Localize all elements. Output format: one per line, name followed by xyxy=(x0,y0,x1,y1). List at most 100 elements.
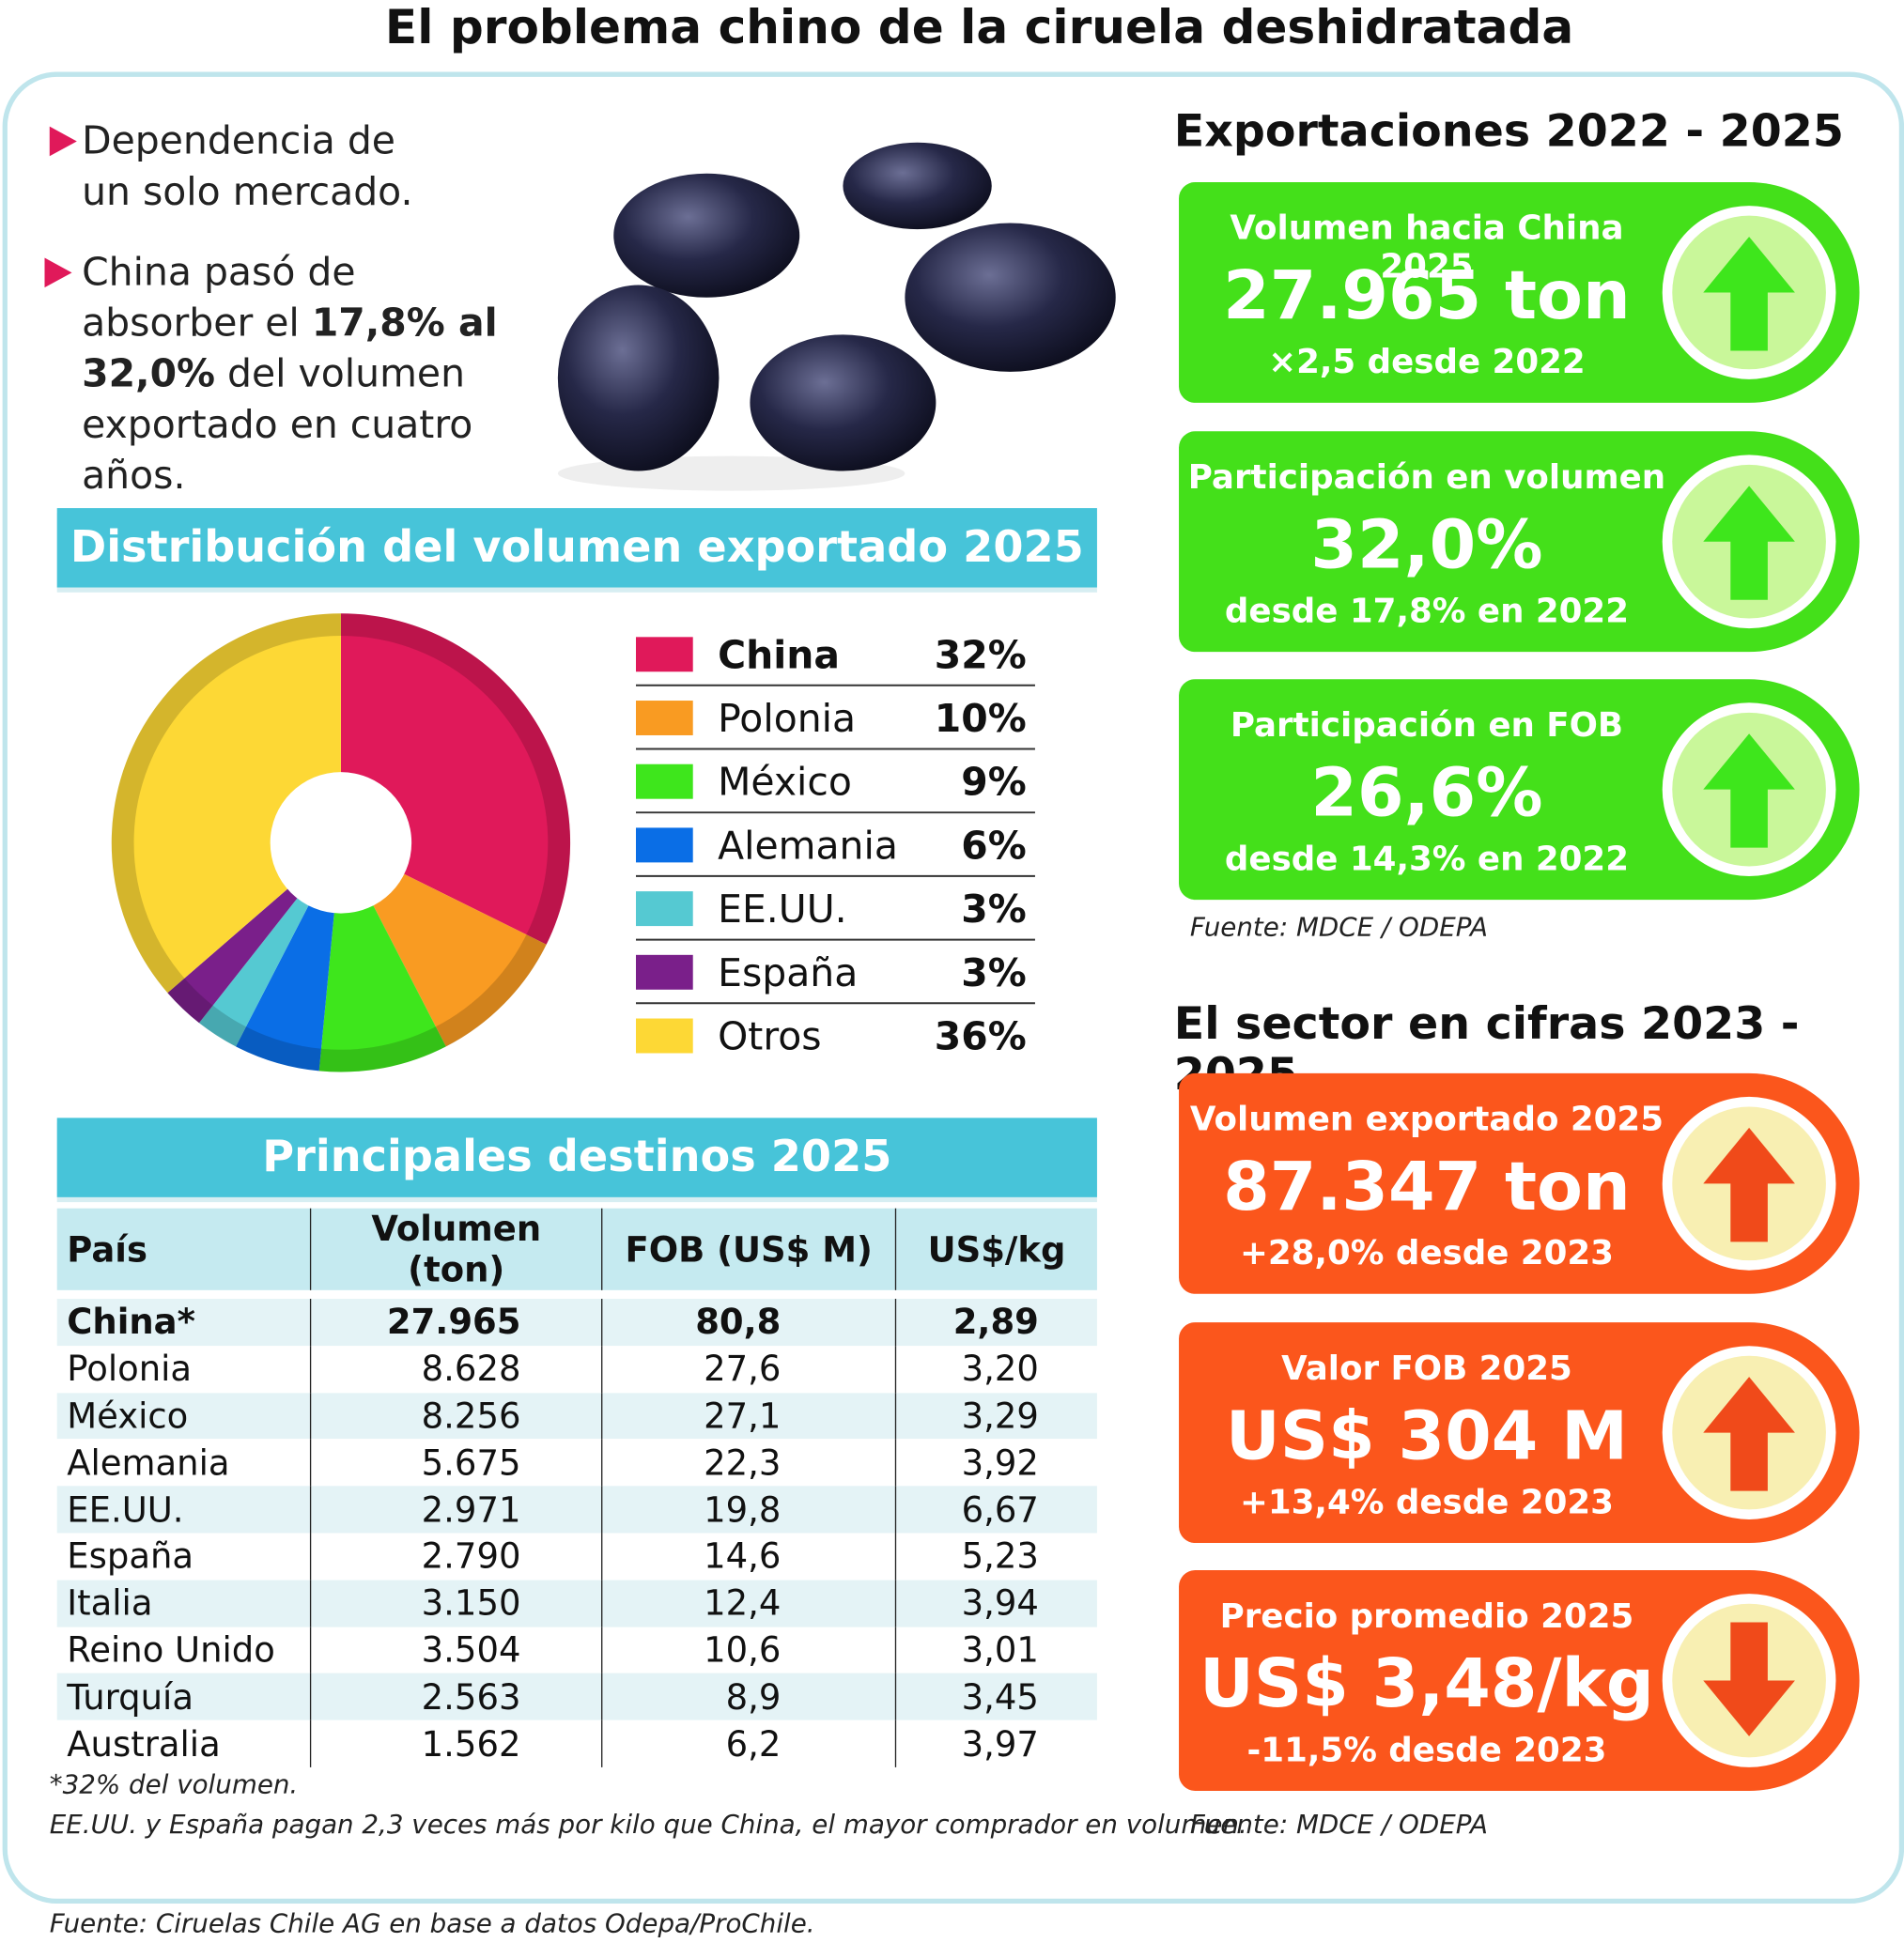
column-header: FOB (US$ M) xyxy=(601,1208,896,1290)
spacer xyxy=(57,1290,1097,1299)
table-cell: 22,3 xyxy=(601,1439,896,1487)
table-row: Alemania 5.675 22,3 3,92 xyxy=(56,1439,1097,1487)
bullet-icon xyxy=(44,257,72,288)
card-label: Participación en FOB xyxy=(1230,706,1624,746)
arrow xyxy=(1703,733,1795,848)
table-row: Turquía 2.563 8,9 3,45 xyxy=(56,1673,1097,1720)
bullet: Dependencia de un solo mercado. xyxy=(82,118,413,215)
table-row: España 2.790 14,6 5,23 xyxy=(56,1533,1097,1581)
stat-card: Participación en volumen 32,0% desde 17,8%… xyxy=(1179,430,1860,652)
data-label: 10% xyxy=(935,696,1027,741)
stat-card: Participación en FOB 26,6% desde 14,3% en … xyxy=(1179,679,1860,901)
data-label: 32% xyxy=(935,632,1027,677)
column-header: US$/kg xyxy=(894,1208,1097,1290)
card-label: Volumen exportado 2025 xyxy=(1189,1100,1664,1139)
stat-card: Volumen hacia China 2025 27.965 ton ×2,5 d… xyxy=(1179,181,1860,403)
data-label: 3% xyxy=(961,950,1026,995)
legend-swatch xyxy=(636,763,693,799)
card-label: Valor FOB 2025 xyxy=(1281,1349,1572,1388)
card-note: +28,0% desde 2023 xyxy=(1239,1234,1614,1273)
pie-hole xyxy=(270,772,412,914)
card-label: Participación en volumen xyxy=(1187,457,1666,497)
pie-chart: China 32% Polonia 10% México 9% Alemania 6% EE.U… xyxy=(111,613,1035,1072)
card-value: US$ 3,48/kg xyxy=(1200,1644,1654,1723)
page-title: El problema chino de la ciruela deshidra… xyxy=(384,0,1574,55)
card-label: Volumen hacia China 2025 xyxy=(1230,209,1624,286)
table: País Volumen (ton) FOB (US$ M) US$/kg China*… xyxy=(56,1208,1097,1767)
legend-swatch xyxy=(636,827,693,863)
table-cell: España xyxy=(67,1535,194,1578)
arrow xyxy=(1703,1376,1795,1490)
table-cell: 19,8 xyxy=(601,1486,896,1534)
trend-icon xyxy=(1662,206,1836,379)
table-cell: Polonia xyxy=(67,1349,193,1390)
section-title: Exportaciones 2022 - 2025 xyxy=(1173,106,1844,158)
bullet-highlight: 17,8% al 32,0% xyxy=(82,301,498,397)
trend-icon xyxy=(1662,702,1836,877)
stat-card: Valor FOB 2025 US$ 304 M +13,4% desde 2023 xyxy=(1179,1321,1860,1543)
table-cell: 3,01 xyxy=(894,1627,1097,1674)
data-label: 6% xyxy=(961,823,1026,868)
pie-slice xyxy=(111,613,341,994)
table-cell: 8,9 xyxy=(601,1673,896,1720)
table-row: China* 27.965 80,8 2,89 xyxy=(56,1299,1097,1346)
table-cell: 3,20 xyxy=(894,1345,1097,1393)
legend-label: Otros xyxy=(718,1014,821,1059)
table-cell: 6,67 xyxy=(894,1486,1097,1534)
footnote: EE.UU. y España pagan 2,3 veces más por … xyxy=(49,1809,1247,1840)
legend-swatch xyxy=(636,637,693,672)
bullet: China pasó de absorber el 17,8% al 32,0%… xyxy=(82,248,521,502)
card-label: Precio promedio 2025 xyxy=(1219,1597,1634,1637)
arrow xyxy=(1703,1622,1795,1736)
footnote: *32% del volumen. xyxy=(49,1769,299,1800)
card-note: -11,5% desde 2023 xyxy=(1246,1731,1607,1770)
table-cell: 8.628 xyxy=(309,1345,602,1393)
frame xyxy=(2,71,1904,1904)
table-cell: 27,6 xyxy=(601,1345,896,1393)
arrow xyxy=(1703,485,1795,600)
legend-swatch xyxy=(636,701,693,735)
prunes-photo xyxy=(557,142,1116,491)
table-cell: Reino Unido xyxy=(67,1629,275,1671)
legend-label: España xyxy=(718,950,858,995)
card-note: ×2,5 desde 2022 xyxy=(1268,343,1586,382)
table-cell: 27.965 xyxy=(309,1299,602,1346)
table-cell: 12,4 xyxy=(601,1580,896,1627)
legend-swatch xyxy=(636,954,693,990)
legend-label: EE.UU. xyxy=(718,887,847,932)
table-cell: 3,92 xyxy=(894,1439,1097,1487)
source: Fuente: MDCE / ODEPA xyxy=(1189,1809,1489,1840)
trend-icon xyxy=(1662,1345,1836,1519)
table-cell: 3,97 xyxy=(894,1719,1097,1767)
data-label: 3% xyxy=(961,887,1026,932)
table-cell: EE.UU. xyxy=(67,1488,184,1531)
card-value: 87.347 ton xyxy=(1223,1148,1631,1226)
data-label: 36% xyxy=(935,1014,1027,1059)
chart-title: Distribución del volumen exportado 2025 xyxy=(56,508,1097,588)
table-cell: 10,6 xyxy=(601,1627,896,1674)
table-row: Reino Unido 3.504 10,6 3,01 xyxy=(56,1627,1097,1674)
table-cell: 5,23 xyxy=(894,1533,1097,1581)
table-cell: México xyxy=(67,1395,189,1437)
table-row: México 8.256 27,1 3,29 xyxy=(56,1392,1097,1440)
card-value: 27.965 ton xyxy=(1223,256,1631,335)
card-value: 32,0% xyxy=(1310,504,1543,583)
table-cell: 80,8 xyxy=(601,1299,896,1346)
table-row: EE.UU. 2.971 19,8 6,67 xyxy=(56,1486,1097,1534)
data-label: 9% xyxy=(961,760,1026,805)
table-cell: 5.675 xyxy=(309,1439,602,1487)
table-cell: 2,89 xyxy=(894,1299,1097,1346)
table-cell: China* xyxy=(67,1302,195,1343)
arrow xyxy=(1703,1127,1795,1242)
legend-label: México xyxy=(718,760,852,805)
column-header: Volumen (ton) xyxy=(309,1208,602,1290)
table-cell: 8.256 xyxy=(309,1392,602,1440)
pie-slice xyxy=(340,842,547,1047)
trend-icon xyxy=(1662,1594,1836,1767)
table-cell: 6,2 xyxy=(601,1719,896,1767)
table-cell: Italia xyxy=(67,1582,153,1625)
table-cell: Alemania xyxy=(67,1442,230,1484)
card-value: US$ 304 M xyxy=(1225,1396,1629,1474)
card-note: +13,4% desde 2023 xyxy=(1239,1483,1614,1521)
